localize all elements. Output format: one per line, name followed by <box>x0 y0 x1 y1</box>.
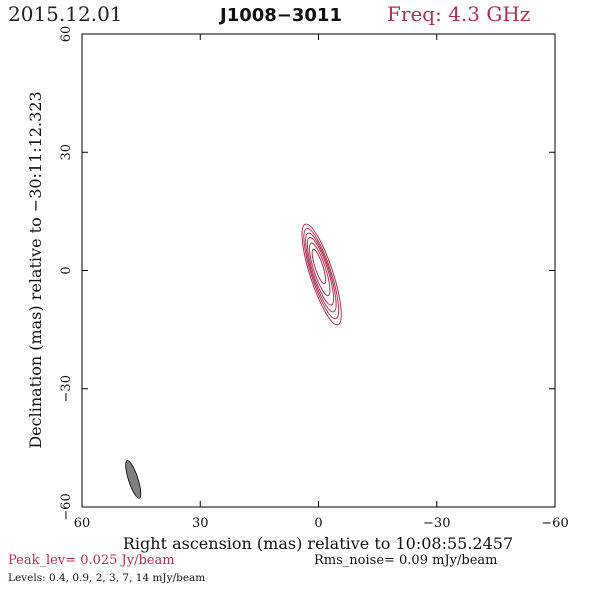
observation-date: 2015.12.01 <box>8 2 123 26</box>
y-tick-label: −60 <box>59 493 74 520</box>
contour-level-1 <box>301 223 342 326</box>
x-tick-label: 0 <box>314 516 322 531</box>
contour-level-5 <box>308 242 331 297</box>
y-tick-label: −30 <box>59 375 74 402</box>
contour-level-3 <box>305 232 337 313</box>
y-tick-label: 30 <box>59 144 74 161</box>
x-axis-label: Right ascension (mas) relative to 10:08:… <box>123 534 513 553</box>
peak-level: Peak_lev= 0.025 Jy/beam <box>8 553 175 568</box>
y-tick-label: 0 <box>59 266 74 274</box>
x-tick-label: −30 <box>423 516 450 531</box>
y-tick-label: 60 <box>59 26 74 43</box>
y-axis-label: Declination (mas) relative to −30:11:12.… <box>26 91 45 448</box>
contour-level-6 <box>311 248 327 285</box>
tick-labels: 60 30 0 −30 −60 −60 −30 0 30 60 <box>59 26 569 531</box>
x-tick-label: 60 <box>74 516 91 531</box>
contour-group <box>301 223 342 326</box>
contour-level-4 <box>306 236 335 306</box>
beam-group <box>125 460 142 499</box>
beam-ellipse <box>125 460 142 499</box>
x-tick-label: 30 <box>192 516 209 531</box>
frequency-label: Freq: 4.3 GHz <box>387 2 531 26</box>
x-tick-label: −60 <box>541 516 568 531</box>
source-name: J1008−3011 <box>220 5 342 26</box>
rms-noise: Rms_noise= 0.09 mJy/beam <box>314 553 498 568</box>
plot-frame <box>81 33 556 508</box>
tick-marks <box>81 33 556 508</box>
contour-level-2 <box>303 228 340 320</box>
contour-levels: Levels: 0.4, 0.9, 2, 3, 7, 14 mJy/beam <box>8 572 206 584</box>
